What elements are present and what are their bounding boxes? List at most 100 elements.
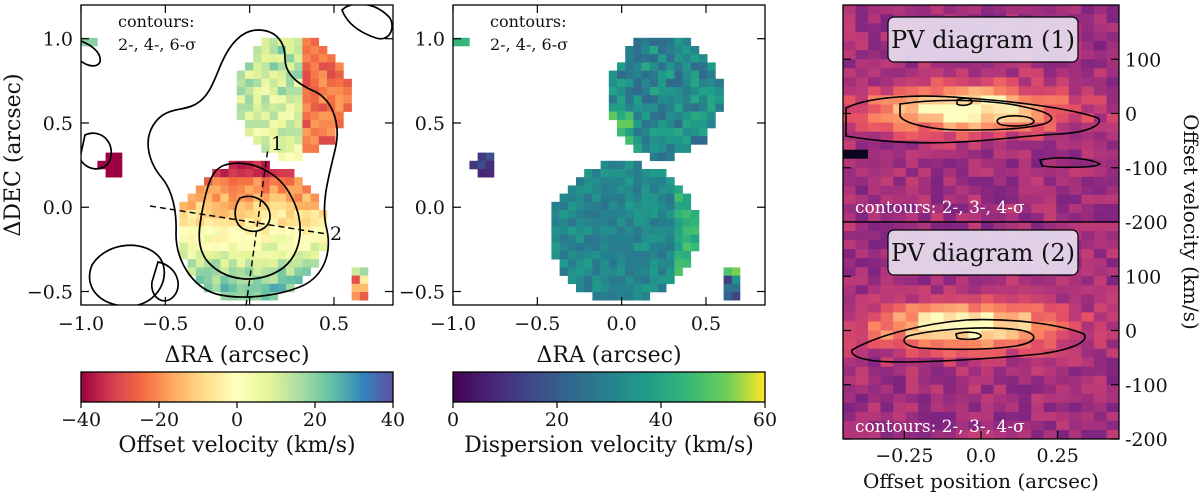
dispersion-pixel [608, 283, 618, 293]
pv-pixel [1031, 366, 1045, 377]
dispersion-pixel [641, 111, 651, 121]
velocity-pixel [220, 267, 229, 276]
x-tick-label: −1.0 [58, 313, 104, 335]
dispersion-pixel [707, 87, 716, 96]
pv-pixel [1006, 86, 1019, 96]
pv-pixel [981, 420, 994, 431]
pv-pixel [1043, 149, 1057, 160]
dispersion-pixel [584, 234, 593, 244]
pv-pixel [855, 312, 869, 322]
pv-pixel [968, 140, 982, 150]
velocity-pixel [318, 111, 328, 121]
velocity-pixel [286, 136, 295, 145]
velocity-pixel [228, 283, 238, 293]
pv-pixel [981, 321, 994, 331]
pv-pixel [930, 149, 944, 160]
dispersion-pixel [625, 292, 634, 301]
pv-pixel [943, 411, 957, 422]
velocity-pixel [302, 95, 311, 104]
pv-pixel [880, 149, 894, 160]
velocity-pixel [269, 201, 279, 211]
pv-pixel [1068, 158, 1082, 169]
pv-pixel [930, 402, 944, 413]
pv-pixel [868, 375, 881, 386]
dispersion-pixel [707, 103, 716, 112]
dispersion-pixel [690, 87, 700, 96]
velocity-pixel [269, 210, 279, 219]
pv-pixel [1093, 402, 1107, 413]
velocity-pixel [269, 275, 279, 285]
pv-pixel [1031, 86, 1045, 96]
velocity-pixel [343, 78, 352, 88]
pv-pixel [1031, 194, 1045, 205]
dispersion-pixel [625, 87, 634, 96]
dispersion-pixel [584, 169, 593, 178]
pv-pixel [918, 303, 932, 313]
velocity-pixel [286, 226, 295, 235]
pv-pixel [880, 86, 894, 96]
pv-pixel [1106, 41, 1119, 51]
pv-pixel [918, 95, 932, 105]
velocity-pixel [343, 87, 352, 96]
velocity-pixel [294, 46, 303, 55]
pv-pixel [843, 222, 856, 232]
pv-pixel [1081, 222, 1095, 232]
pv-pixel [955, 330, 969, 340]
dispersion-pixel [592, 210, 601, 219]
pv-pixel [1006, 357, 1019, 367]
pv-pixel [968, 5, 982, 15]
dispersion-pixel [674, 210, 683, 219]
pv-pixel [1031, 167, 1045, 178]
velocity-pixel [245, 193, 254, 203]
pv-pixel [1068, 59, 1082, 69]
velocity-pixel [294, 234, 303, 244]
velocity-pixel [327, 95, 336, 104]
pv-pixel [968, 285, 982, 295]
velocity-pixel [269, 78, 279, 88]
pv-pixel [993, 420, 1007, 431]
pv-pixel [1056, 203, 1070, 214]
velocity-pixel [302, 87, 311, 96]
pv-pixel [1056, 176, 1070, 187]
dispersion-pixel [666, 37, 675, 47]
beam-ellipse [462, 245, 537, 306]
dispersion-pixel [592, 275, 601, 285]
velocity-pixel [236, 169, 246, 178]
pv-pixel [930, 375, 944, 386]
y-tick-label: −0.5 [27, 282, 73, 304]
pv-pixel [1031, 213, 1045, 222]
velocity-pixel [105, 152, 115, 162]
pv-pixel [918, 5, 932, 15]
axes-frame [80, 4, 394, 306]
pv-pixel [1081, 285, 1095, 295]
pv-pixel [1031, 348, 1045, 358]
velocity-pixel [236, 160, 246, 170]
pv-pixel [843, 375, 856, 386]
pv-pixel [955, 366, 969, 377]
pv-pixel [1081, 104, 1095, 114]
pv-pixel [905, 167, 919, 178]
pv-pixel [855, 213, 869, 222]
pv-pixel [1018, 113, 1032, 123]
dispersion-pixel [649, 259, 659, 268]
pv-pixel [1031, 420, 1045, 431]
pv-pixel [855, 231, 869, 241]
pv-pixel [843, 384, 856, 395]
velocity-pixel [245, 210, 254, 219]
dispersion-pixel [674, 136, 683, 145]
pv-pixel [918, 285, 932, 295]
velocity-pixel [236, 70, 246, 80]
velocity-pixel [318, 103, 328, 112]
pv-pixel [1093, 285, 1107, 295]
dispersion-pixel [674, 111, 683, 121]
pv-pixel [930, 393, 944, 404]
dispersion-pixel [649, 177, 659, 186]
velocity-pixel [277, 193, 287, 203]
pv-pixel [905, 86, 919, 96]
pv-pixel [905, 411, 919, 422]
pv-pixel [843, 411, 856, 422]
velocity-pixel [253, 201, 262, 211]
pv-pixel [1106, 393, 1119, 404]
pv-pixel [1043, 366, 1057, 377]
dispersion-pixel [649, 210, 659, 219]
